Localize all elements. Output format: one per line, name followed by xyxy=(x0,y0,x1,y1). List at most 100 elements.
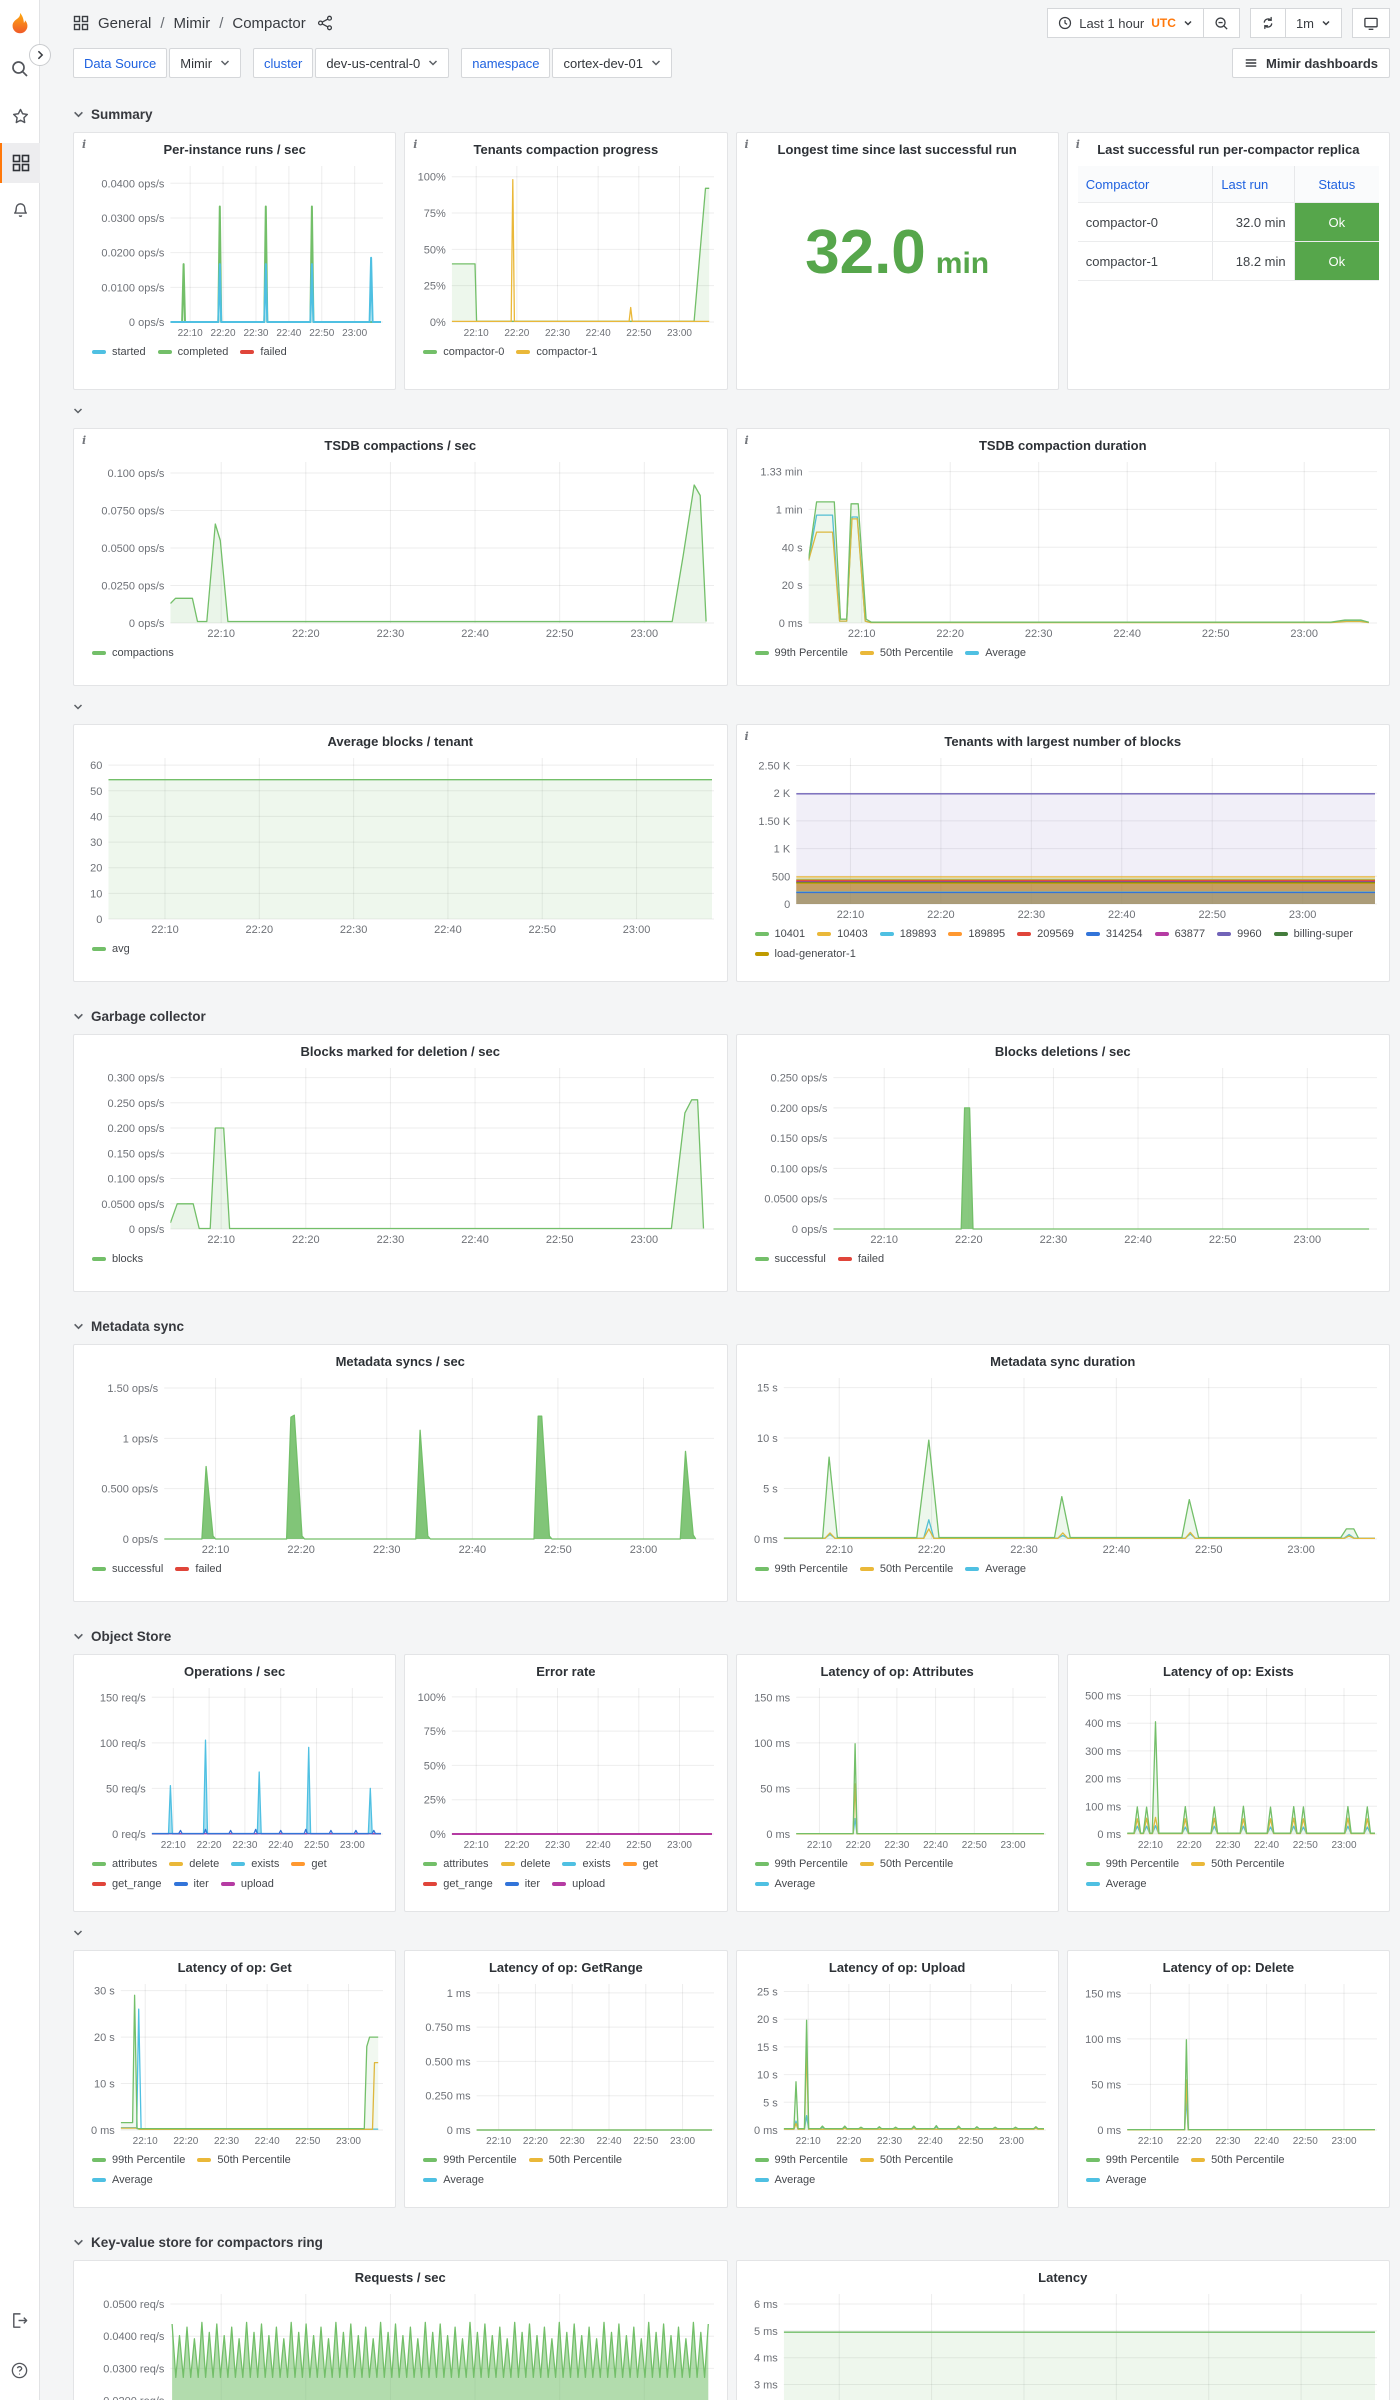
legend-item[interactable]: 50th Percentile xyxy=(197,2151,291,2169)
chart-latency_attributes[interactable]: 150 ms 100 ms 50 ms 0 ms 22:10 22:20 22:30 22:4… xyxy=(747,1684,1050,1852)
filter-value-namespace[interactable]: cortex-dev-01 xyxy=(552,48,672,78)
refresh-button[interactable] xyxy=(1249,8,1286,38)
section-object-store[interactable]: Object Store xyxy=(73,1626,1390,1646)
section-key-value-store-for-compactors-ring[interactable]: Key-value store for compactors ring xyxy=(73,2232,1390,2252)
chart-error_rate[interactable]: 100% 75% 50% 25% 0% 22:10 22:20 22:30 22:40 22:50… xyxy=(415,1684,718,1852)
sidebar-item-dashboards[interactable] xyxy=(0,143,40,183)
sidebar-item-starred[interactable] xyxy=(0,96,40,136)
refresh-interval-select[interactable]: 1m xyxy=(1284,8,1342,38)
legend-item[interactable]: 99th Percentile xyxy=(754,1855,848,1873)
panel-info-icon[interactable]: i xyxy=(413,138,418,151)
breadcrumb-item-mimir[interactable]: Mimir xyxy=(173,14,211,32)
legend-item[interactable]: 9960 xyxy=(1217,925,1262,943)
legend-item[interactable]: 50th Percentile xyxy=(859,1855,953,1873)
sidebar-item-sign-out[interactable] xyxy=(0,2300,40,2340)
legend-item[interactable]: billing-super xyxy=(1273,925,1353,943)
chart-tsdb_duration[interactable]: 1.33 min 1 min 40 s 20 s 0 ms 22:10 22:20 22:30… xyxy=(747,458,1381,641)
panel-title[interactable]: Metadata sync duration xyxy=(990,1354,1136,1369)
breadcrumb-root[interactable]: General xyxy=(98,14,152,32)
collapsed-row-toggle[interactable] xyxy=(73,1924,1390,1942)
legend-item[interactable]: failed xyxy=(240,343,287,361)
panel-title[interactable]: Latency of op: Exists xyxy=(1163,1664,1294,1679)
collapsed-row-toggle[interactable] xyxy=(73,698,1390,716)
chart-tenants_progress[interactable]: 100% 75% 50% 25% 0% 22:10 22:20 22:30 22:40 22:50… xyxy=(415,162,718,340)
legend-item[interactable]: Average xyxy=(92,2171,153,2189)
table-header-compactor[interactable]: Compactor xyxy=(1078,166,1214,202)
chart-metadata_sync_duration[interactable]: 15 s 10 s 5 s 0 ms 22:10 22:20 22:30 22:40 22:50… xyxy=(747,1374,1381,1557)
panel-info-icon[interactable]: i xyxy=(744,138,749,151)
legend-item[interactable]: Average xyxy=(754,1875,815,1893)
panel-title[interactable]: Per-instance runs / sec xyxy=(163,142,306,157)
panel-title[interactable]: Latency of op: Attributes xyxy=(820,1664,974,1679)
legend-item[interactable]: successful xyxy=(754,1250,826,1268)
legend-item[interactable]: failed xyxy=(837,1250,884,1268)
legend-item[interactable]: 99th Percentile xyxy=(1085,2151,1179,2169)
chart-tsdb_compactions[interactable]: 0.100 ops/s 0.0750 ops/s 0.0500 ops/s 0.025… xyxy=(84,458,718,641)
panel-info-icon[interactable]: i xyxy=(744,434,749,447)
legend-item[interactable]: get xyxy=(622,1855,658,1873)
chart-latency_exists[interactable]: 500 ms 400 ms 300 ms 200 ms 100 ms 0 ms 22:10 2… xyxy=(1078,1684,1381,1852)
legend-item[interactable]: Average xyxy=(754,2171,815,2189)
section-metadata-sync[interactable]: Metadata sync xyxy=(73,1316,1390,1336)
panel-title[interactable]: Longest time since last successful run xyxy=(777,142,1017,157)
panel-title[interactable]: Tenants compaction progress xyxy=(473,142,659,157)
chart-kv_requests[interactable]: 0.0500 req/s 0.0400 req/s 0.0300 req/s 0.02… xyxy=(84,2290,718,2400)
section-summary[interactable]: Summary xyxy=(73,104,1390,124)
table-header-status[interactable]: Status xyxy=(1318,176,1356,192)
legend-item[interactable]: 50th Percentile xyxy=(859,2151,953,2169)
chart-avg_blocks[interactable]: 60 50 40 30 20 10 0 22:10 22:20 22:30 22:40 22:50 23… xyxy=(84,754,718,937)
legend-item[interactable]: Average xyxy=(1085,2171,1147,2189)
panel-title[interactable]: Blocks deletions / sec xyxy=(994,1044,1131,1059)
legend-item[interactable]: 189895 xyxy=(948,925,1005,943)
legend-item[interactable]: successful xyxy=(92,1560,163,1578)
legend-item[interactable]: 10401 xyxy=(754,925,805,943)
legend-item[interactable]: 63877 xyxy=(1154,925,1205,943)
filter-value-cluster[interactable]: dev-us-central-0 xyxy=(315,48,450,78)
zoom-out-button[interactable] xyxy=(1202,8,1240,38)
collapsed-row-toggle[interactable] xyxy=(73,402,1390,420)
share-icon[interactable] xyxy=(317,15,333,31)
legend-item[interactable]: Average xyxy=(965,644,1026,662)
chart-kv_latency[interactable]: 6 ms5 ms4 ms3 ms2 ms1 ms0 ms22:1022:2022… xyxy=(747,2290,1381,2400)
legend-item[interactable]: avg xyxy=(92,940,130,958)
chart-latency_getrange[interactable]: 1 ms 0.750 ms 0.500 ms 0.250 ms 0 ms 22:10 22:… xyxy=(415,1980,718,2148)
chart-tenants_largest[interactable]: 2.50 K 2 K 1.50 K 1 K 500 0 22:10 22:20 22:30 22:… xyxy=(747,754,1381,922)
legend-item[interactable]: delete xyxy=(169,1855,219,1873)
legend-item[interactable]: iter xyxy=(504,1875,540,1893)
panel-title[interactable]: Last successful run per-compactor replic… xyxy=(1097,142,1360,157)
panel-title[interactable]: Average blocks / tenant xyxy=(327,734,473,749)
panel-info-icon[interactable]: i xyxy=(82,138,87,151)
legend-item[interactable]: 10403 xyxy=(817,925,868,943)
tv-mode-button[interactable] xyxy=(1352,8,1390,38)
table-header-last-run[interactable]: Last run xyxy=(1213,166,1295,202)
legend-item[interactable]: exists xyxy=(562,1855,611,1873)
legend-item[interactable]: 50th Percentile xyxy=(859,644,953,662)
section-garbage-collector[interactable]: Garbage collector xyxy=(73,1006,1390,1026)
legend-item[interactable]: completed xyxy=(157,343,228,361)
panel-title[interactable]: Tenants with largest number of blocks xyxy=(944,734,1182,749)
panel-title[interactable]: Latency of op: GetRange xyxy=(488,1960,643,1975)
filter-value-data-source[interactable]: Mimir xyxy=(169,48,242,78)
legend-item[interactable]: attributes xyxy=(423,1855,489,1873)
sidebar-item-search[interactable] xyxy=(0,49,40,89)
panel-title[interactable]: Requests / sec xyxy=(354,2270,446,2285)
legend-item[interactable]: 99th Percentile xyxy=(754,1560,848,1578)
legend-item[interactable]: attributes xyxy=(92,1855,157,1873)
legend-item[interactable]: 314254 xyxy=(1085,925,1143,943)
panel-title[interactable]: TSDB compactions / sec xyxy=(324,438,477,453)
panel-title[interactable]: Latency of op: Get xyxy=(177,1960,292,1975)
breadcrumb-item-compactor[interactable]: Compactor xyxy=(232,14,306,32)
panel-title[interactable]: Metadata syncs / sec xyxy=(335,1354,465,1369)
legend-item[interactable]: Average xyxy=(1085,1875,1147,1893)
legend-item[interactable]: 99th Percentile xyxy=(754,644,848,662)
legend-item[interactable]: get_range xyxy=(92,1875,162,1893)
legend-item[interactable]: delete xyxy=(500,1855,550,1873)
time-range-picker[interactable]: Last 1 hour UTC xyxy=(1047,8,1204,38)
legend-item[interactable]: Average xyxy=(423,2171,484,2189)
chart-per_instance_runs[interactable]: 0.0400 ops/s 0.0300 ops/s 0.0200 ops/s 0.01… xyxy=(84,162,387,340)
legend-item[interactable]: compactor-1 xyxy=(516,343,598,361)
legend-item[interactable]: 99th Percentile xyxy=(423,2151,517,2169)
legend-item[interactable]: upload xyxy=(552,1875,605,1893)
legend-item[interactable]: upload xyxy=(220,1875,274,1893)
legend-item[interactable]: exists xyxy=(231,1855,279,1873)
